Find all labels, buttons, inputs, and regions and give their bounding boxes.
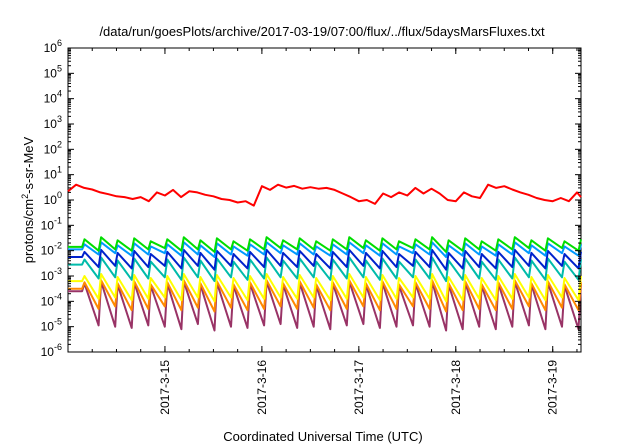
x-axis: 2017-3-15 2017-3-16 2017-3-17 2017-3-18 2017…: [67, 48, 578, 415]
y-tick-exponent: 1: [57, 165, 62, 175]
y-axis-label-rest: -s-sr-MeV: [21, 136, 36, 193]
y-axis-label: protons/cm2-s-sr-MeV: [20, 136, 36, 263]
y-tick-exponent: 6: [57, 38, 62, 48]
x-tick-label: 2017-3-17: [352, 360, 366, 415]
y-tick-label: 103: [44, 114, 62, 131]
chart-title: /data/run/goesPlots/archive/2017-03-19/0…: [99, 24, 545, 39]
series-layer: [67, 183, 582, 332]
series-line: [68, 280, 582, 332]
y-tick-exponent: 5: [57, 63, 62, 73]
y-tick-exponent: -4: [54, 291, 62, 301]
x-tick-label: 2017-3-15: [158, 360, 172, 415]
y-tick-label: 10-1: [41, 215, 62, 232]
y-tick-label: 102: [44, 139, 62, 156]
series-line: [68, 241, 582, 258]
series-line: [68, 273, 582, 303]
x-tick-label: 2017-3-18: [449, 360, 463, 415]
y-tick-exponent: -6: [54, 342, 62, 352]
y-axis-label-base: protons/cm: [21, 199, 36, 263]
y-axis: 10-610-510-410-310-210-11001011021031041…: [41, 38, 581, 359]
y-tick-exponent: -2: [54, 241, 62, 251]
x-tick-label: 2017-3-19: [546, 360, 560, 415]
x-axis-label: Coordinated Universal Time (UTC): [223, 429, 422, 444]
y-tick-label: 104: [44, 89, 62, 106]
y-tick-exponent: 3: [57, 114, 62, 124]
series-line: [68, 256, 582, 283]
y-tick-exponent: 2: [57, 139, 62, 149]
y-tick-exponent: 0: [57, 190, 62, 200]
y-tick-exponent: -3: [54, 266, 62, 276]
y-tick-label: 106: [44, 38, 62, 55]
y-tick-label: 10-2: [41, 241, 62, 258]
y-tick-label: 101: [44, 165, 62, 182]
series-line: [68, 248, 582, 271]
y-tick-label: 10-3: [41, 266, 62, 283]
y-tick-label: 10-4: [41, 291, 62, 308]
y-tick-exponent: 4: [57, 89, 62, 99]
series-line: [67, 183, 582, 207]
y-axis-label-sup: 2: [20, 194, 30, 199]
y-tick-label: 10-6: [41, 342, 62, 359]
series-line: [68, 236, 582, 253]
y-tick-label: 10-5: [41, 317, 62, 334]
y-tick-label: 100: [44, 190, 62, 207]
y-tick-label: 105: [44, 63, 62, 80]
y-tick-exponent: -5: [54, 317, 62, 327]
x-tick-label: 2017-3-16: [255, 360, 269, 415]
y-tick-exponent: -1: [54, 215, 62, 225]
